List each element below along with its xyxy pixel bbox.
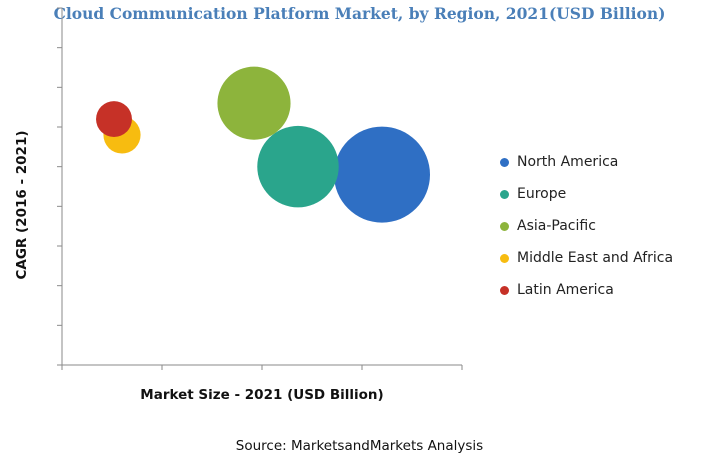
legend-label: Asia-Pacific: [517, 218, 596, 234]
legend-marker: [500, 189, 509, 199]
chart-title: Cloud Communication Platform Market, by …: [53, 4, 666, 23]
bubble-asia-pacific: [217, 66, 291, 140]
legend-item-latin-america: Latin America: [500, 274, 673, 306]
legend: North America Europe Asia-Pacific Middle Ea…: [500, 146, 673, 306]
legend-label: Middle East and Africa: [517, 250, 674, 266]
bubble-europe: [257, 125, 339, 208]
legend-marker: [500, 253, 509, 263]
legend-marker: [500, 157, 509, 167]
legend-marker: [500, 285, 509, 295]
bubble-latin-america: [96, 101, 132, 138]
bubbles: [96, 66, 430, 223]
legend-item-asia-pacific: Asia-Pacific: [500, 210, 673, 242]
bubble-north-america: [334, 126, 430, 223]
y-axis-label: CAGR (2016 - 2021): [14, 130, 30, 279]
legend-label: Latin America: [517, 282, 614, 298]
legend-item-middle-east-and-africa: Middle East and Africa: [500, 242, 673, 274]
legend-item-europe: Europe: [500, 178, 673, 210]
legend-item-north-america: North America: [500, 146, 673, 178]
axes: [57, 7, 463, 370]
legend-marker: [500, 221, 509, 231]
x-axis-label: Market Size - 2021 (USD Billion): [140, 387, 383, 403]
legend-label: Europe: [517, 186, 567, 202]
source-note: Source: MarketsandMarkets Analysis: [235, 438, 484, 454]
legend-label: North America: [517, 154, 619, 170]
